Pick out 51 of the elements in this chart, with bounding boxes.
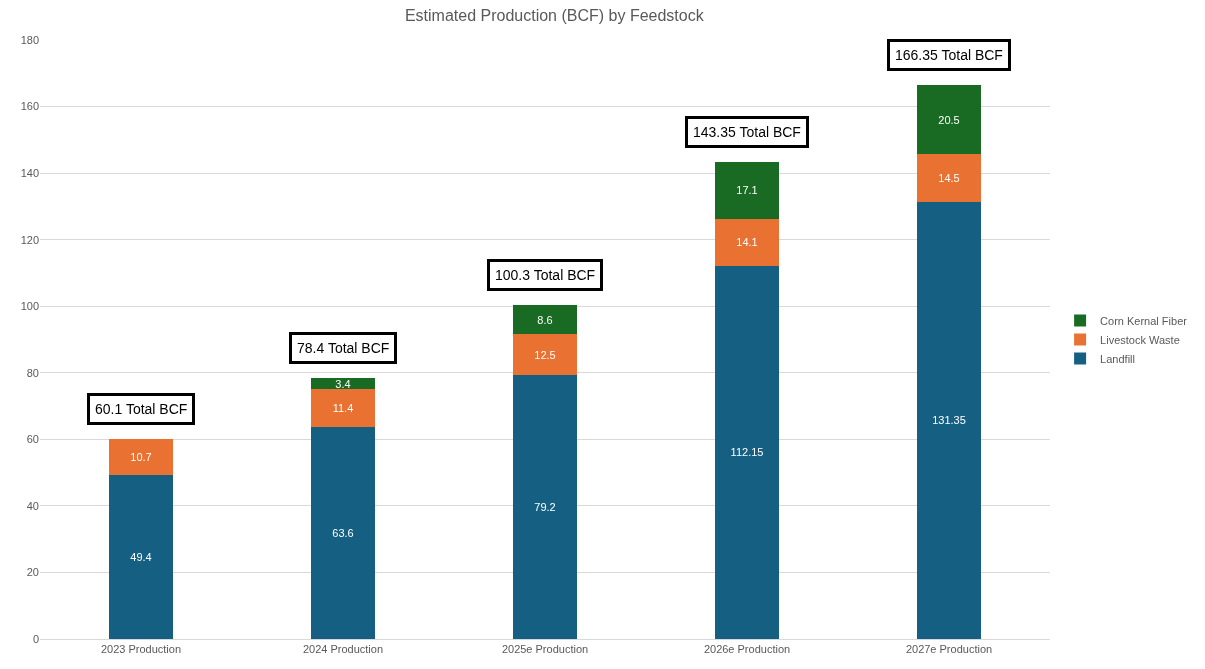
bar (916, 85, 982, 154)
bar (512, 375, 578, 639)
total-label: 60.1 Total BCF (95, 401, 188, 417)
legend-label: Landfill (1100, 352, 1135, 365)
y-tick-label: 120 (20, 233, 39, 246)
y-tick-label: 180 (20, 33, 39, 46)
y-tick-label: 40 (26, 499, 39, 512)
legend-label: Livestock Waste (1100, 333, 1180, 346)
data-label: 49.4 (130, 550, 152, 563)
bar (714, 265, 780, 639)
total-label: 166.35 Total BCF (895, 47, 1003, 63)
data-label: 20.5 (938, 113, 960, 126)
chart-title: Estimated Production (BCF) by Feedstock (404, 7, 705, 25)
bar (916, 153, 982, 202)
bar (512, 333, 578, 376)
bar (714, 218, 780, 266)
data-label: 8.6 (537, 313, 553, 326)
y-tick-label: 160 (20, 100, 39, 113)
bar (108, 474, 174, 639)
bar (714, 161, 780, 219)
data-label: 14.5 (938, 171, 960, 184)
x-tick-label: 2027e Production (905, 643, 993, 656)
bar (310, 427, 376, 639)
bar (916, 201, 982, 639)
total-label: 143.35 Total BCF (693, 124, 801, 140)
data-label: 131.35 (932, 414, 966, 427)
y-tick-label: 80 (26, 366, 39, 379)
x-tick-label: 2023 Production (100, 643, 182, 656)
y-tick-label: 100 (20, 300, 39, 313)
data-label: 10.7 (130, 450, 152, 463)
x-tick-label: 2026e Production (703, 643, 791, 656)
data-label: 12.5 (534, 348, 556, 361)
y-tick-label: 60 (26, 433, 39, 446)
data-label: 63.6 (332, 527, 354, 540)
data-label: 17.1 (736, 184, 758, 197)
x-tick-label: 2025e Production (501, 643, 589, 656)
total-label: 78.4 Total BCF (297, 340, 390, 356)
data-label: 79.2 (534, 501, 556, 514)
data-label: 3.4 (335, 377, 351, 390)
bar (310, 389, 376, 428)
x-tick-label: 2024 Production (302, 643, 384, 656)
data-label: 11.4 (332, 402, 354, 415)
bar (108, 439, 174, 475)
data-label: 112.15 (730, 446, 764, 459)
legend-label: Corn Kernal Fiber (1100, 314, 1188, 327)
bar (512, 305, 578, 334)
y-tick-label: 0 (32, 632, 39, 645)
y-tick-label: 140 (20, 166, 39, 179)
y-tick-label: 20 (26, 566, 39, 579)
data-label: 14.1 (736, 236, 758, 249)
total-label: 100.3 Total BCF (495, 267, 596, 283)
